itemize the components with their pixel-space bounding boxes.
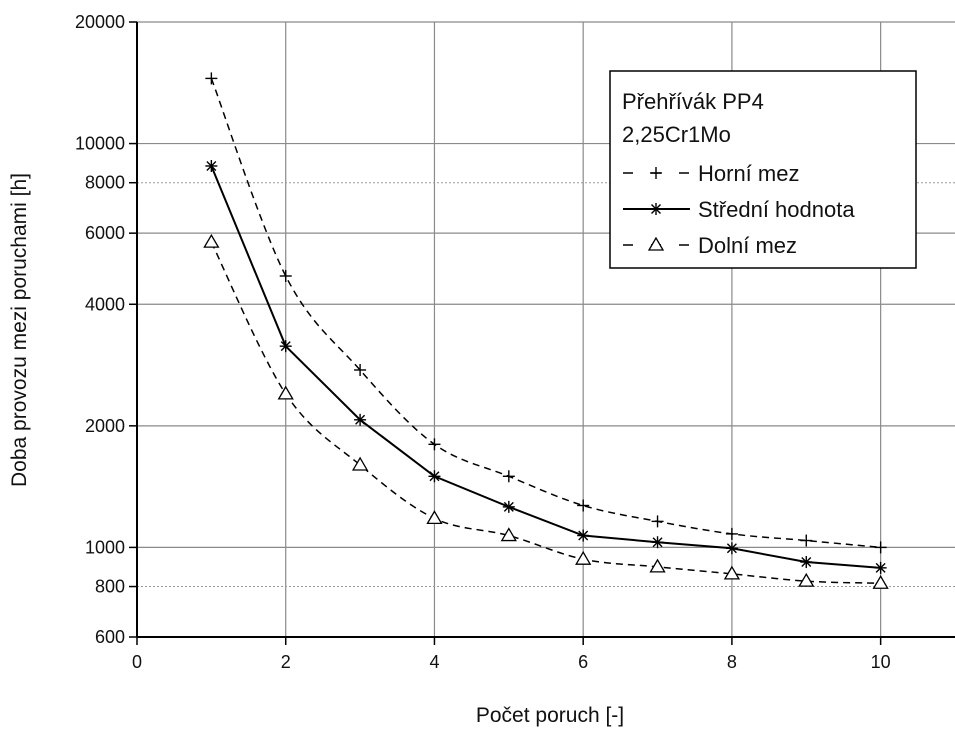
series-line-3 [210, 241, 881, 585]
series-3-point [872, 574, 889, 589]
y-axis-title: Doba provozu mezi poruchami [h] [8, 173, 31, 487]
series-2-point [577, 529, 590, 542]
y-tick-label: 2000 [85, 416, 125, 436]
axes: 600 800 1000 2000 4000 6000 8000 10000 20000 0 2 4 6… [75, 12, 955, 672]
series-layer [203, 72, 889, 589]
series-1-point [428, 438, 441, 451]
series-2-point [205, 159, 218, 172]
legend-marker-1 [650, 167, 662, 179]
y-tick-label: 8000 [85, 173, 125, 193]
series-2-point [800, 556, 813, 569]
series-1-point [502, 470, 515, 483]
y-tick-label: 800 [95, 577, 125, 597]
series-3-point [798, 572, 815, 587]
x-tick-label: 8 [727, 652, 737, 672]
x-tick-label: 4 [429, 652, 439, 672]
series-2-point [725, 542, 738, 555]
series-1-point [651, 515, 664, 528]
y-tick-label: 20000 [75, 12, 125, 32]
series-3-point [575, 550, 592, 565]
legend-title-line: Přehřívák PP4 [622, 89, 764, 114]
x-tick-label: 10 [871, 652, 891, 672]
legend: Přehřívák PP4 2,25Cr1Mo Horní mez Střední h… [609, 70, 917, 269]
series-1-point [279, 269, 292, 282]
y-tick-label: 4000 [85, 294, 125, 314]
x-tick-label: 2 [281, 652, 291, 672]
series-3-point [351, 456, 369, 471]
series-1-point [725, 527, 738, 540]
series-1-point [800, 534, 813, 547]
y-tick-label: 6000 [85, 223, 125, 243]
legend-label-1: Horní mez [698, 161, 799, 186]
series-2-point [651, 536, 664, 549]
series-1-point [577, 499, 590, 512]
legend-marker-2 [650, 203, 662, 215]
series-2-point [502, 500, 515, 513]
x-tick-label: 6 [578, 652, 588, 672]
series-2-point [874, 561, 887, 574]
series-3-point [277, 385, 294, 400]
series-3-point [426, 510, 443, 525]
legend-marker-3 [647, 236, 665, 251]
x-tick-label: 0 [132, 652, 142, 672]
y-tick-label: 1000 [85, 537, 125, 557]
legend-label-2: Střední hodnota [698, 197, 855, 222]
series-1-point [874, 541, 887, 554]
series-1-point [354, 363, 367, 376]
y-tick-label: 10000 [75, 134, 125, 154]
series-3-point [203, 233, 220, 248]
x-axis-title: Počet poruch [-] [476, 704, 624, 727]
series-3-point [649, 558, 666, 573]
y-tick-label: 600 [95, 627, 125, 647]
series-1-point [205, 72, 218, 85]
legend-title-line: 2,25Cr1Mo [622, 122, 731, 147]
legend-label-3: Dolní mez [698, 233, 797, 258]
series-2-point [279, 340, 292, 353]
series-3-point [500, 527, 517, 542]
series-3-point [723, 565, 741, 580]
series-2-point [354, 413, 367, 426]
series-line-2 [210, 165, 881, 569]
legend-box [609, 70, 917, 269]
series-2-point [428, 470, 441, 483]
